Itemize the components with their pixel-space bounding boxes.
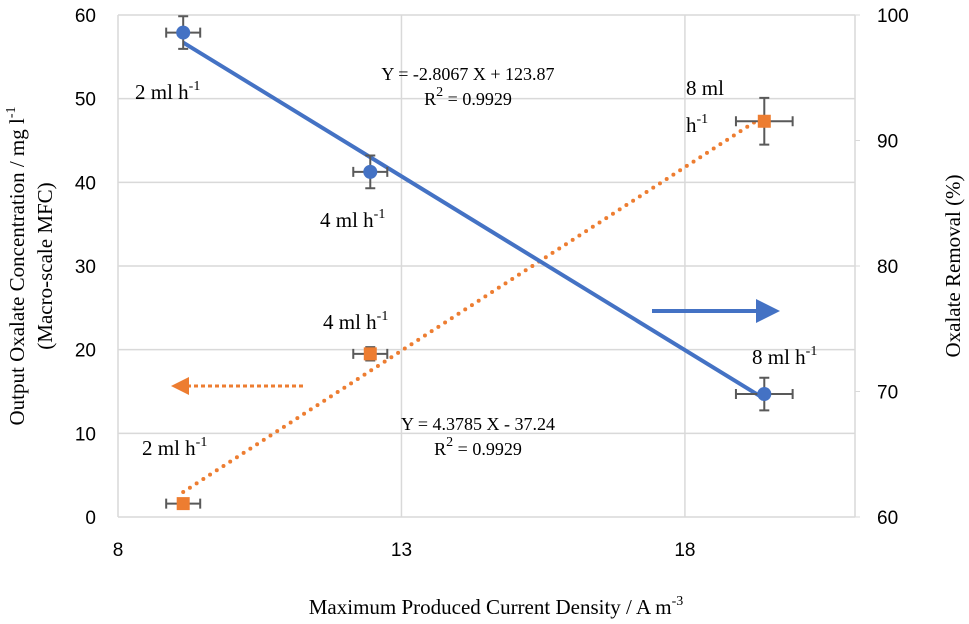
- annotation-sup: -1: [374, 207, 386, 222]
- annotation: 8 ml h-1: [752, 344, 817, 369]
- y-axis-title: (Macro-scale MFC): [33, 182, 57, 349]
- annotation: R2 = 0.9929: [424, 85, 512, 109]
- annotation-sup: -1: [196, 435, 208, 450]
- y-tick-label: 60: [75, 6, 96, 27]
- y2-axis-title: Oxalate Removal (%): [941, 174, 965, 357]
- annotation-text: 2 ml h: [142, 436, 196, 460]
- annotation: 4 ml h-1: [323, 309, 388, 334]
- annotation-post: = 0.9929: [443, 89, 512, 109]
- annotation-sup: -1: [377, 309, 389, 324]
- annotation-text: R: [434, 439, 446, 459]
- x-tick-label: 8: [113, 540, 124, 561]
- y-tick-label: 10: [75, 424, 96, 445]
- annotation: Y = 4.3785 X - 37.24: [401, 414, 555, 434]
- annotation-sup: 2: [446, 435, 453, 450]
- point: [176, 497, 190, 511]
- annotation-text: 8 ml h: [752, 345, 806, 369]
- annotation-sup: -1: [697, 112, 709, 127]
- y-axis-title-text: (Macro-scale MFC): [33, 182, 57, 349]
- annotation: 8 ml: [686, 76, 724, 100]
- annotation-sup: -1: [189, 79, 201, 94]
- point: [363, 347, 377, 361]
- x-axis-title-sup: -3: [672, 594, 684, 609]
- annotation-sup: 2: [436, 85, 443, 100]
- y2-tick-label: 90: [877, 132, 898, 153]
- annotation-post: = 0.9929: [453, 439, 522, 459]
- point: [363, 164, 378, 179]
- y2-axis-title-text: Oxalate Removal (%): [941, 174, 965, 357]
- annotation: Y = -2.8067 X + 123.87: [381, 64, 554, 84]
- annotation-text: 4 ml h: [320, 208, 374, 232]
- annotation: R2 = 0.9929: [434, 435, 522, 459]
- annotation-text: Y = -2.8067 X + 123.87: [381, 64, 554, 84]
- annotation: h-1: [686, 112, 708, 137]
- y-tick-label: 40: [75, 173, 96, 194]
- annotation-text: h: [686, 113, 697, 137]
- y2-tick-label: 60: [877, 508, 898, 529]
- annotation-text: R: [424, 89, 436, 109]
- annotation: 4 ml h-1: [320, 207, 385, 232]
- y2-tick-label: 70: [877, 383, 898, 404]
- y-axis-title-text: Output Oxalate Concentration / mg l: [5, 118, 29, 426]
- y-axis-title-sup: -1: [4, 106, 19, 118]
- point: [757, 387, 772, 402]
- y-axis-title: Output Oxalate Concentration / mg l-1: [4, 106, 29, 425]
- annotation-text: 4 ml h: [323, 310, 377, 334]
- annotation-text: 2 ml h: [135, 80, 189, 104]
- annotation-text: 8 ml: [686, 76, 724, 100]
- annotation-sup: -1: [806, 344, 818, 359]
- y-tick-label: 20: [75, 341, 96, 362]
- x-axis-title-text: Maximum Produced Current Density / A m: [309, 595, 672, 619]
- y-tick-label: 0: [85, 508, 96, 529]
- annotation: 2 ml h-1: [142, 435, 207, 460]
- trendline: [182, 40, 766, 401]
- y2-tick-label: 80: [877, 257, 898, 278]
- annotation-text: Y = 4.3785 X - 37.24: [401, 414, 555, 434]
- y2-tick-label: 100: [877, 6, 909, 27]
- point: [176, 25, 191, 40]
- point: [757, 114, 771, 128]
- x-axis-title: Maximum Produced Current Density / A m-3: [309, 594, 683, 619]
- y-tick-label: 30: [75, 257, 96, 278]
- y-tick-label: 50: [75, 90, 96, 111]
- x-tick-label: 18: [674, 540, 695, 561]
- annotation: 2 ml h-1: [135, 79, 200, 104]
- grid: [117, 14, 860, 518]
- trendline: [181, 113, 767, 495]
- x-tick-label: 13: [391, 540, 412, 561]
